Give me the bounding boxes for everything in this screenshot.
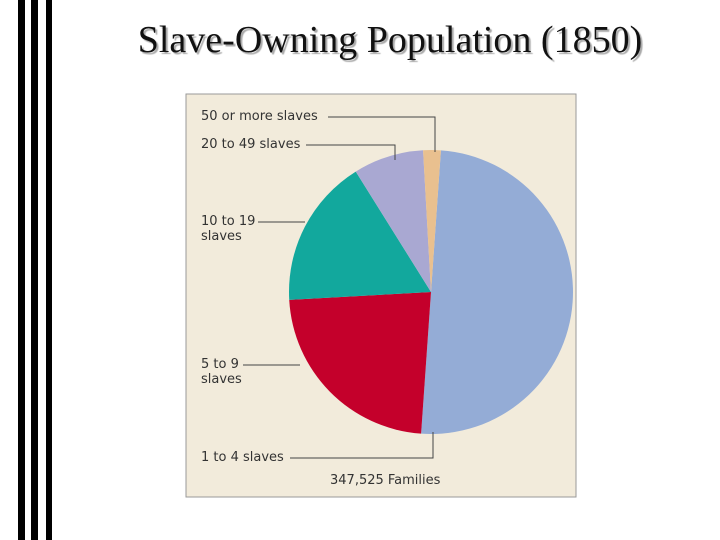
- slice-label: 20 to 49 slaves: [201, 137, 301, 152]
- deco-bar: [31, 0, 38, 540]
- chart-title: Slave-Owning Population (1850): [137, 19, 643, 61]
- pie-slice: [289, 292, 431, 434]
- leader-line: [306, 144, 396, 160]
- annotation: 347,525 Families: [330, 473, 441, 488]
- slice-label: 5 to 9 slaves: [201, 357, 242, 387]
- deco-bar: [46, 0, 52, 540]
- slice-label: 50 or more slaves: [201, 109, 318, 124]
- pie-slice: [289, 171, 431, 300]
- deco-bar: [18, 0, 25, 540]
- pie-slice: [355, 150, 431, 292]
- slice-label: 1 to 4 slaves: [201, 450, 284, 465]
- leader-line: [290, 432, 434, 459]
- pie-slice: [421, 150, 573, 435]
- pie: [289, 149, 573, 435]
- pie-slice: [423, 149, 441, 292]
- leader-line: [328, 116, 436, 152]
- slice-label: 10 to 19 slaves: [201, 214, 256, 244]
